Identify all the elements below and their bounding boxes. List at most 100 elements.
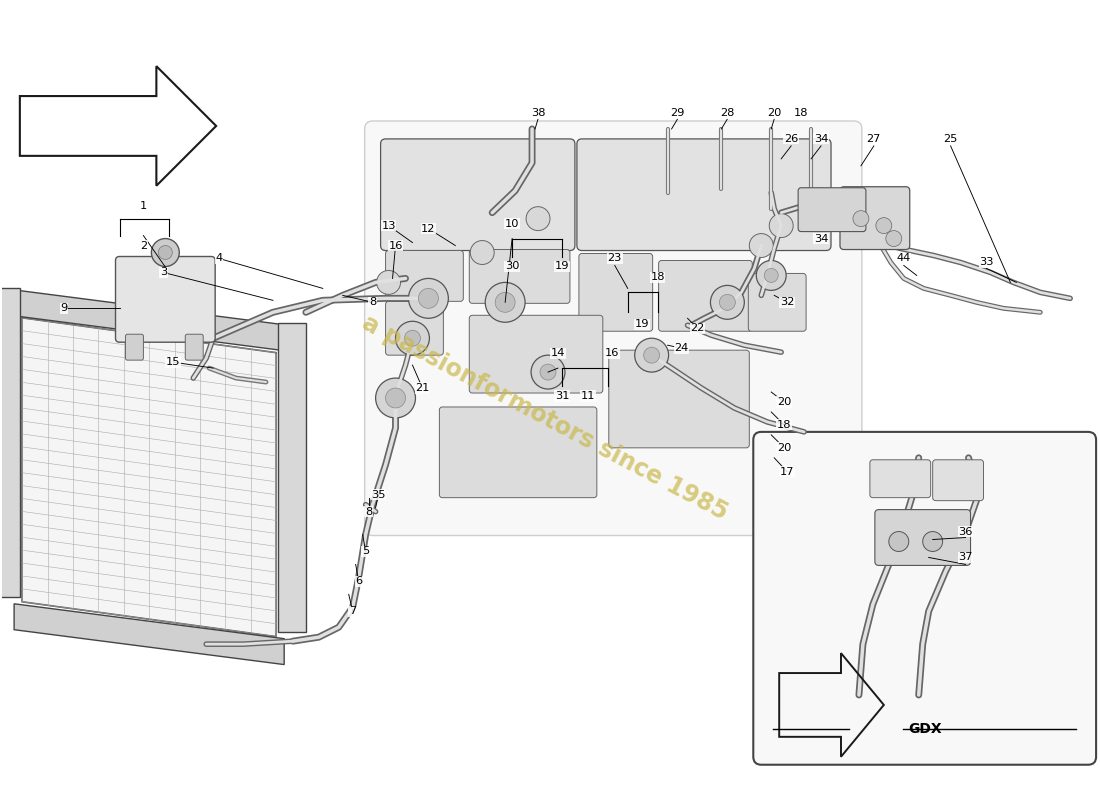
Text: 18: 18 xyxy=(777,420,791,430)
Text: 33: 33 xyxy=(979,258,993,267)
Polygon shape xyxy=(14,290,284,350)
FancyBboxPatch shape xyxy=(870,460,931,498)
Circle shape xyxy=(711,286,745,319)
Circle shape xyxy=(405,330,420,346)
Text: 34: 34 xyxy=(814,234,828,243)
FancyBboxPatch shape xyxy=(748,274,806,331)
Circle shape xyxy=(769,214,793,238)
Text: 20: 20 xyxy=(777,397,791,407)
Polygon shape xyxy=(14,604,284,665)
Polygon shape xyxy=(0,288,20,597)
Circle shape xyxy=(471,241,494,265)
Text: 22: 22 xyxy=(691,323,705,334)
FancyBboxPatch shape xyxy=(386,302,443,355)
Circle shape xyxy=(923,531,943,551)
Polygon shape xyxy=(278,322,306,632)
Text: 31: 31 xyxy=(554,391,569,401)
FancyBboxPatch shape xyxy=(840,186,910,250)
FancyBboxPatch shape xyxy=(364,121,862,535)
Text: 38: 38 xyxy=(531,108,546,118)
Text: GDX: GDX xyxy=(908,722,942,736)
Text: 17: 17 xyxy=(780,466,794,477)
Text: 4: 4 xyxy=(216,254,222,263)
Text: 10: 10 xyxy=(505,218,519,229)
Text: 36: 36 xyxy=(958,526,972,537)
Circle shape xyxy=(757,261,786,290)
FancyBboxPatch shape xyxy=(874,510,970,566)
Text: 24: 24 xyxy=(674,343,689,353)
Circle shape xyxy=(485,282,525,322)
FancyBboxPatch shape xyxy=(608,350,749,448)
Text: 16: 16 xyxy=(605,348,619,358)
Text: 26: 26 xyxy=(784,134,799,144)
Circle shape xyxy=(386,388,406,408)
Circle shape xyxy=(531,355,565,389)
Text: 8: 8 xyxy=(365,506,372,517)
Circle shape xyxy=(495,292,515,312)
Text: 16: 16 xyxy=(388,241,403,250)
Text: 23: 23 xyxy=(607,254,621,263)
Text: 6: 6 xyxy=(355,576,362,586)
Text: 20: 20 xyxy=(767,108,781,118)
FancyBboxPatch shape xyxy=(386,250,463,302)
Text: 32: 32 xyxy=(780,298,794,307)
Text: 15: 15 xyxy=(166,357,180,367)
Circle shape xyxy=(152,238,179,266)
Text: 14: 14 xyxy=(551,348,565,358)
Text: 2: 2 xyxy=(140,241,147,250)
Text: 37: 37 xyxy=(958,553,972,562)
Text: 28: 28 xyxy=(720,108,735,118)
FancyBboxPatch shape xyxy=(381,139,575,250)
Text: 11: 11 xyxy=(581,391,595,401)
Circle shape xyxy=(396,322,429,355)
Circle shape xyxy=(876,218,892,234)
Circle shape xyxy=(635,338,669,372)
Text: 13: 13 xyxy=(382,221,396,230)
Circle shape xyxy=(375,378,416,418)
Polygon shape xyxy=(22,318,276,637)
Text: 29: 29 xyxy=(670,108,684,118)
Text: 5: 5 xyxy=(362,546,370,557)
Text: 18: 18 xyxy=(794,108,808,118)
Circle shape xyxy=(749,234,773,258)
Text: 9: 9 xyxy=(60,303,67,314)
Text: 8: 8 xyxy=(368,298,376,307)
Circle shape xyxy=(408,278,449,318)
Circle shape xyxy=(158,246,173,259)
Text: 1: 1 xyxy=(140,201,147,210)
Text: 19: 19 xyxy=(635,319,649,330)
Text: 20: 20 xyxy=(777,443,791,453)
FancyBboxPatch shape xyxy=(439,407,597,498)
FancyBboxPatch shape xyxy=(576,139,830,250)
Circle shape xyxy=(886,230,902,246)
FancyBboxPatch shape xyxy=(659,261,752,331)
Text: 35: 35 xyxy=(372,490,386,500)
Text: 30: 30 xyxy=(505,262,519,271)
Circle shape xyxy=(540,364,556,380)
Circle shape xyxy=(526,206,550,230)
Text: 19: 19 xyxy=(554,262,569,271)
FancyBboxPatch shape xyxy=(125,334,143,360)
Circle shape xyxy=(719,294,736,310)
FancyBboxPatch shape xyxy=(754,432,1096,765)
FancyBboxPatch shape xyxy=(579,254,652,331)
Text: 7: 7 xyxy=(349,606,356,616)
Circle shape xyxy=(376,270,400,294)
Circle shape xyxy=(852,210,869,226)
Circle shape xyxy=(764,269,778,282)
Circle shape xyxy=(644,347,660,363)
Text: 44: 44 xyxy=(896,254,911,263)
Circle shape xyxy=(812,201,842,230)
Text: 25: 25 xyxy=(944,134,958,144)
Text: 21: 21 xyxy=(416,383,430,393)
Text: a passionformotors since 1985: a passionformotors since 1985 xyxy=(359,311,732,525)
FancyBboxPatch shape xyxy=(185,334,204,360)
Circle shape xyxy=(889,531,909,551)
Text: 18: 18 xyxy=(650,273,664,282)
FancyBboxPatch shape xyxy=(799,188,866,231)
Text: 34: 34 xyxy=(814,134,828,144)
Text: 3: 3 xyxy=(160,267,167,278)
FancyBboxPatch shape xyxy=(933,460,983,501)
Circle shape xyxy=(418,288,439,308)
Text: 27: 27 xyxy=(867,134,881,144)
